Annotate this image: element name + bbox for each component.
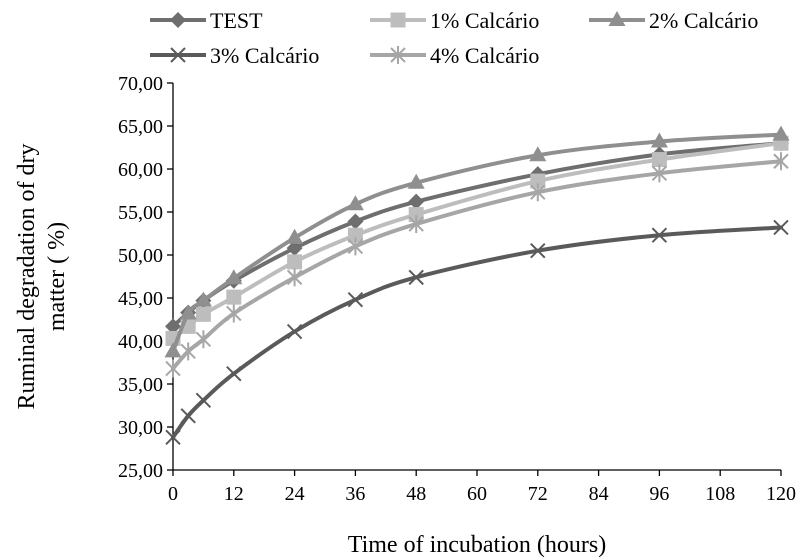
y-tick-label: 65,00 xyxy=(118,116,163,138)
data-point xyxy=(165,318,181,335)
data-point xyxy=(180,342,196,361)
legend: TEST 1% Calcário 2% Calcário 3% Calcário 4% … xyxy=(150,8,758,68)
data-point xyxy=(773,152,789,171)
x-tick-label: 72 xyxy=(528,483,548,505)
x-tick-label: 12 xyxy=(224,483,244,505)
legend-marker xyxy=(608,11,626,26)
x-tick-label: 0 xyxy=(168,483,178,505)
y-tick-label: 55,00 xyxy=(118,202,163,224)
data-point xyxy=(530,183,546,202)
data-point xyxy=(165,429,181,446)
data-point xyxy=(347,292,364,308)
data-point xyxy=(772,125,790,141)
data-point xyxy=(347,213,364,230)
x-tick-label: 120 xyxy=(766,483,796,505)
data-point xyxy=(651,152,667,168)
data-point xyxy=(195,392,212,409)
data-point xyxy=(226,365,242,382)
data-point xyxy=(195,306,211,322)
legend-marker xyxy=(170,47,186,63)
data-point xyxy=(347,237,364,256)
data-point xyxy=(165,359,181,378)
data-point xyxy=(286,323,303,340)
series-line xyxy=(171,141,783,341)
data-point xyxy=(195,330,212,349)
legend-marker xyxy=(390,12,406,28)
data-point xyxy=(226,289,242,305)
data-point xyxy=(226,304,242,323)
y-tick-label: 25,00 xyxy=(118,460,163,482)
data-point xyxy=(286,268,303,287)
x-tick-label: 48 xyxy=(406,483,426,505)
data-point xyxy=(164,342,182,358)
data-point xyxy=(408,193,425,210)
x-tick-label: 60 xyxy=(467,483,487,505)
y-tick-label: 45,00 xyxy=(118,288,163,310)
data-point xyxy=(225,269,243,285)
legend-marker xyxy=(170,12,186,28)
data-point xyxy=(651,164,668,183)
data-point xyxy=(286,240,303,257)
legend-marker xyxy=(390,46,406,64)
x-tick-label: 24 xyxy=(285,483,305,505)
data-point xyxy=(286,228,304,244)
x-ticks: 0 12 24 36 48 60 72 84 96 108 120 xyxy=(168,470,796,505)
data-point xyxy=(530,242,546,259)
y-axis-title-line-1: Ruminal degradation of dry xyxy=(14,144,40,410)
y-tick-label: 30,00 xyxy=(118,417,163,439)
x-axis-title: Time of incubation (hours) xyxy=(348,532,606,558)
legend-item: 3% Calcário xyxy=(150,43,319,68)
data-point xyxy=(773,219,789,236)
legend-label: TEST xyxy=(210,8,263,33)
data-point xyxy=(287,254,303,270)
y-tick-label: 60,00 xyxy=(118,159,163,181)
series-group xyxy=(164,125,790,446)
x-tick-label: 96 xyxy=(649,483,669,505)
x-tick-label: 84 xyxy=(589,483,609,505)
legend-item: 4% Calcário xyxy=(370,43,539,68)
y-tick-label: 40,00 xyxy=(118,331,163,353)
x-tick-label: 108 xyxy=(705,483,735,505)
data-point xyxy=(408,207,424,223)
data-point xyxy=(194,291,212,307)
data-point xyxy=(530,173,546,189)
data-point xyxy=(408,215,424,234)
y-tick-label: 35,00 xyxy=(118,374,163,396)
series-triangle xyxy=(164,125,790,358)
y-tick-label: 50,00 xyxy=(118,245,163,267)
legend-item: 2% Calcário xyxy=(589,8,758,33)
y-ticks: 25,00 30,00 35,00 40,00 45,00 50,00 55,00 60,00… xyxy=(118,73,173,482)
legend-label: 4% Calcário xyxy=(430,43,539,68)
series-x xyxy=(165,219,789,446)
y-tick-label: 70,00 xyxy=(118,73,163,95)
y-axis-title-line-2: matter ( %) xyxy=(44,222,70,331)
data-point xyxy=(650,132,668,148)
legend-label: 2% Calcário xyxy=(649,8,758,33)
data-point xyxy=(179,304,197,320)
data-point xyxy=(346,195,364,211)
data-point xyxy=(180,408,196,424)
data-point xyxy=(529,146,547,162)
data-point xyxy=(651,227,668,243)
legend-label: 1% Calcário xyxy=(430,8,539,33)
axes: 25,00 30,00 35,00 40,00 45,00 50,00 55,00 60,00… xyxy=(118,73,796,505)
legend-item: TEST xyxy=(150,8,263,33)
series-star xyxy=(165,152,789,378)
data-point xyxy=(408,269,424,286)
x-tick-label: 36 xyxy=(345,483,365,505)
legend-label: 3% Calcário xyxy=(210,43,319,68)
data-point xyxy=(347,227,363,243)
series-diamond xyxy=(165,135,789,335)
data-point xyxy=(407,173,425,189)
series-line xyxy=(171,132,783,354)
legend-item: 1% Calcário xyxy=(370,8,539,33)
